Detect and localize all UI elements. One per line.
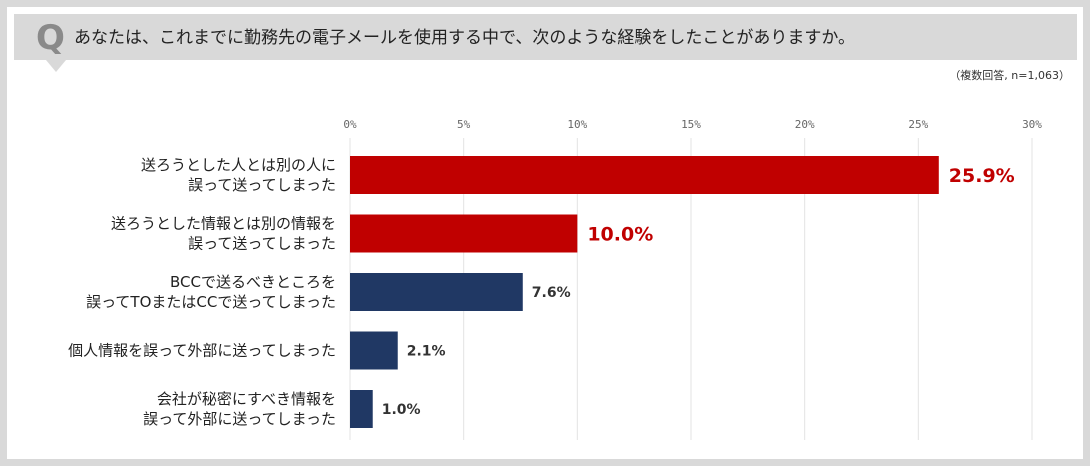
- data-label: 1.0%: [382, 402, 421, 418]
- x-tick-label: 20%: [795, 118, 815, 131]
- category-label: 誤って送ってしまった: [188, 176, 336, 194]
- data-label: 25.9%: [949, 165, 1015, 187]
- category-label: BCCで送るべきところを: [170, 273, 336, 291]
- x-tick-label: 30%: [1022, 118, 1042, 131]
- x-tick-label: 10%: [567, 118, 587, 131]
- category-label: 送ろうとした人とは別の人に: [141, 156, 336, 174]
- sample-note: （複数回答, n=1,063）: [949, 69, 1070, 82]
- bar: [350, 390, 373, 428]
- x-tick-label: 15%: [681, 118, 701, 131]
- bar: [350, 214, 578, 253]
- data-label: 2.1%: [407, 344, 446, 360]
- question-header: [14, 14, 1077, 60]
- category-label: 会社が秘密にすべき情報を: [157, 390, 336, 408]
- bar: [350, 156, 939, 194]
- category-label: 誤って外部に送ってしまった: [143, 410, 336, 428]
- data-label: 7.6%: [532, 285, 571, 301]
- bar: [350, 331, 398, 370]
- question-text: あなたは、これまでに勤務先の電子メールを使用する中で、次のような経験をしたことが…: [74, 28, 855, 48]
- category-label: 個人情報を誤って外部に送ってしまった: [68, 342, 336, 360]
- category-label: 誤って送ってしまった: [188, 235, 336, 253]
- bar: [350, 273, 523, 311]
- speech-bubble-tail: [46, 60, 66, 72]
- x-tick-label: 25%: [908, 118, 928, 131]
- data-label: 10.0%: [587, 224, 653, 246]
- x-tick-label: 5%: [457, 118, 471, 131]
- category-label: 送ろうとした情報とは別の情報を: [111, 215, 336, 233]
- q-icon: Q: [36, 18, 65, 58]
- x-tick-label: 0%: [343, 118, 357, 131]
- category-label: 誤ってTOまたはCCで送ってしまった: [86, 293, 336, 311]
